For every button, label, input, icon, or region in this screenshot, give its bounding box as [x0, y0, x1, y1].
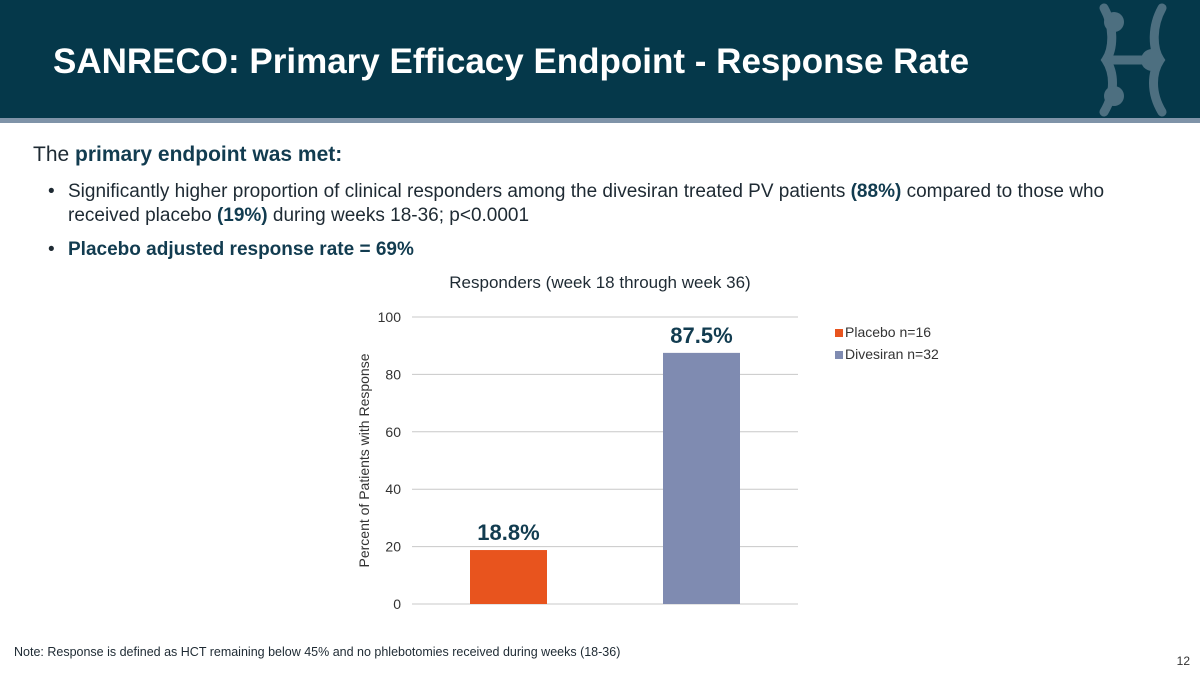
y-tick-label: 20 — [385, 539, 401, 555]
bullet-text: Significantly higher proportion of clini… — [68, 181, 851, 202]
y-tick-label: 60 — [385, 424, 401, 440]
legend-swatch-divesiran — [835, 351, 843, 359]
legend-label-placebo: Placebo n=16 — [845, 324, 931, 340]
y-axis-title: Percent of Patients with Response — [356, 353, 372, 567]
legend-swatch-placebo — [835, 329, 843, 337]
y-tick-label: 80 — [385, 366, 401, 382]
page-number: 12 — [1176, 654, 1190, 668]
y-tick-label: 100 — [378, 309, 402, 325]
chart-title: Responders (week 18 through week 36) — [449, 273, 751, 292]
data-label-divesiran: 87.5% — [670, 323, 732, 348]
bar-placebo — [470, 550, 547, 604]
footnote: Note: Response is defined as HCT remaini… — [14, 645, 621, 659]
bullet-text: compared to those who received placebo — [68, 181, 1105, 226]
bullet-bold-adjusted-rate: Placebo adjusted response rate = 69% — [68, 239, 414, 260]
bullet-item: • Significantly higher proportion of cli… — [48, 180, 1158, 228]
bullet-text: during weeks 18-36; p<0.0001 — [267, 205, 530, 226]
bullet-dot: • — [48, 181, 55, 202]
bullet-bold-divesiran: (88%) — [850, 181, 902, 202]
title-bar — [0, 0, 1200, 118]
intro-bold: primary endpoint was met: — [75, 143, 343, 166]
bar-divesiran — [663, 352, 740, 604]
bullet-item: • Placebo adjusted response rate = 69% — [48, 238, 1158, 262]
intro-prefix: The — [33, 143, 76, 166]
bar-chart: 0 20 40 60 80 100 Percent of Patients with Res… — [356, 309, 939, 612]
slide-title: SANRECO: Primary Efficacy Endpoint - Res… — [53, 42, 970, 81]
data-label-placebo: 18.8% — [477, 520, 539, 545]
y-tick-label: 40 — [385, 481, 401, 497]
legend-label-divesiran: Divesiran n=32 — [845, 346, 939, 362]
intro-text: The primary endpoint was met: — [33, 143, 342, 167]
company-logo-icon — [1099, 3, 1167, 117]
bullet-bold-placebo: (19%) — [216, 205, 268, 226]
bullet-dot: • — [48, 239, 55, 260]
title-bar-rule — [0, 118, 1200, 123]
y-tick-label: 0 — [393, 596, 401, 612]
bullet-list: • Significantly higher proportion of cli… — [48, 180, 1158, 272]
